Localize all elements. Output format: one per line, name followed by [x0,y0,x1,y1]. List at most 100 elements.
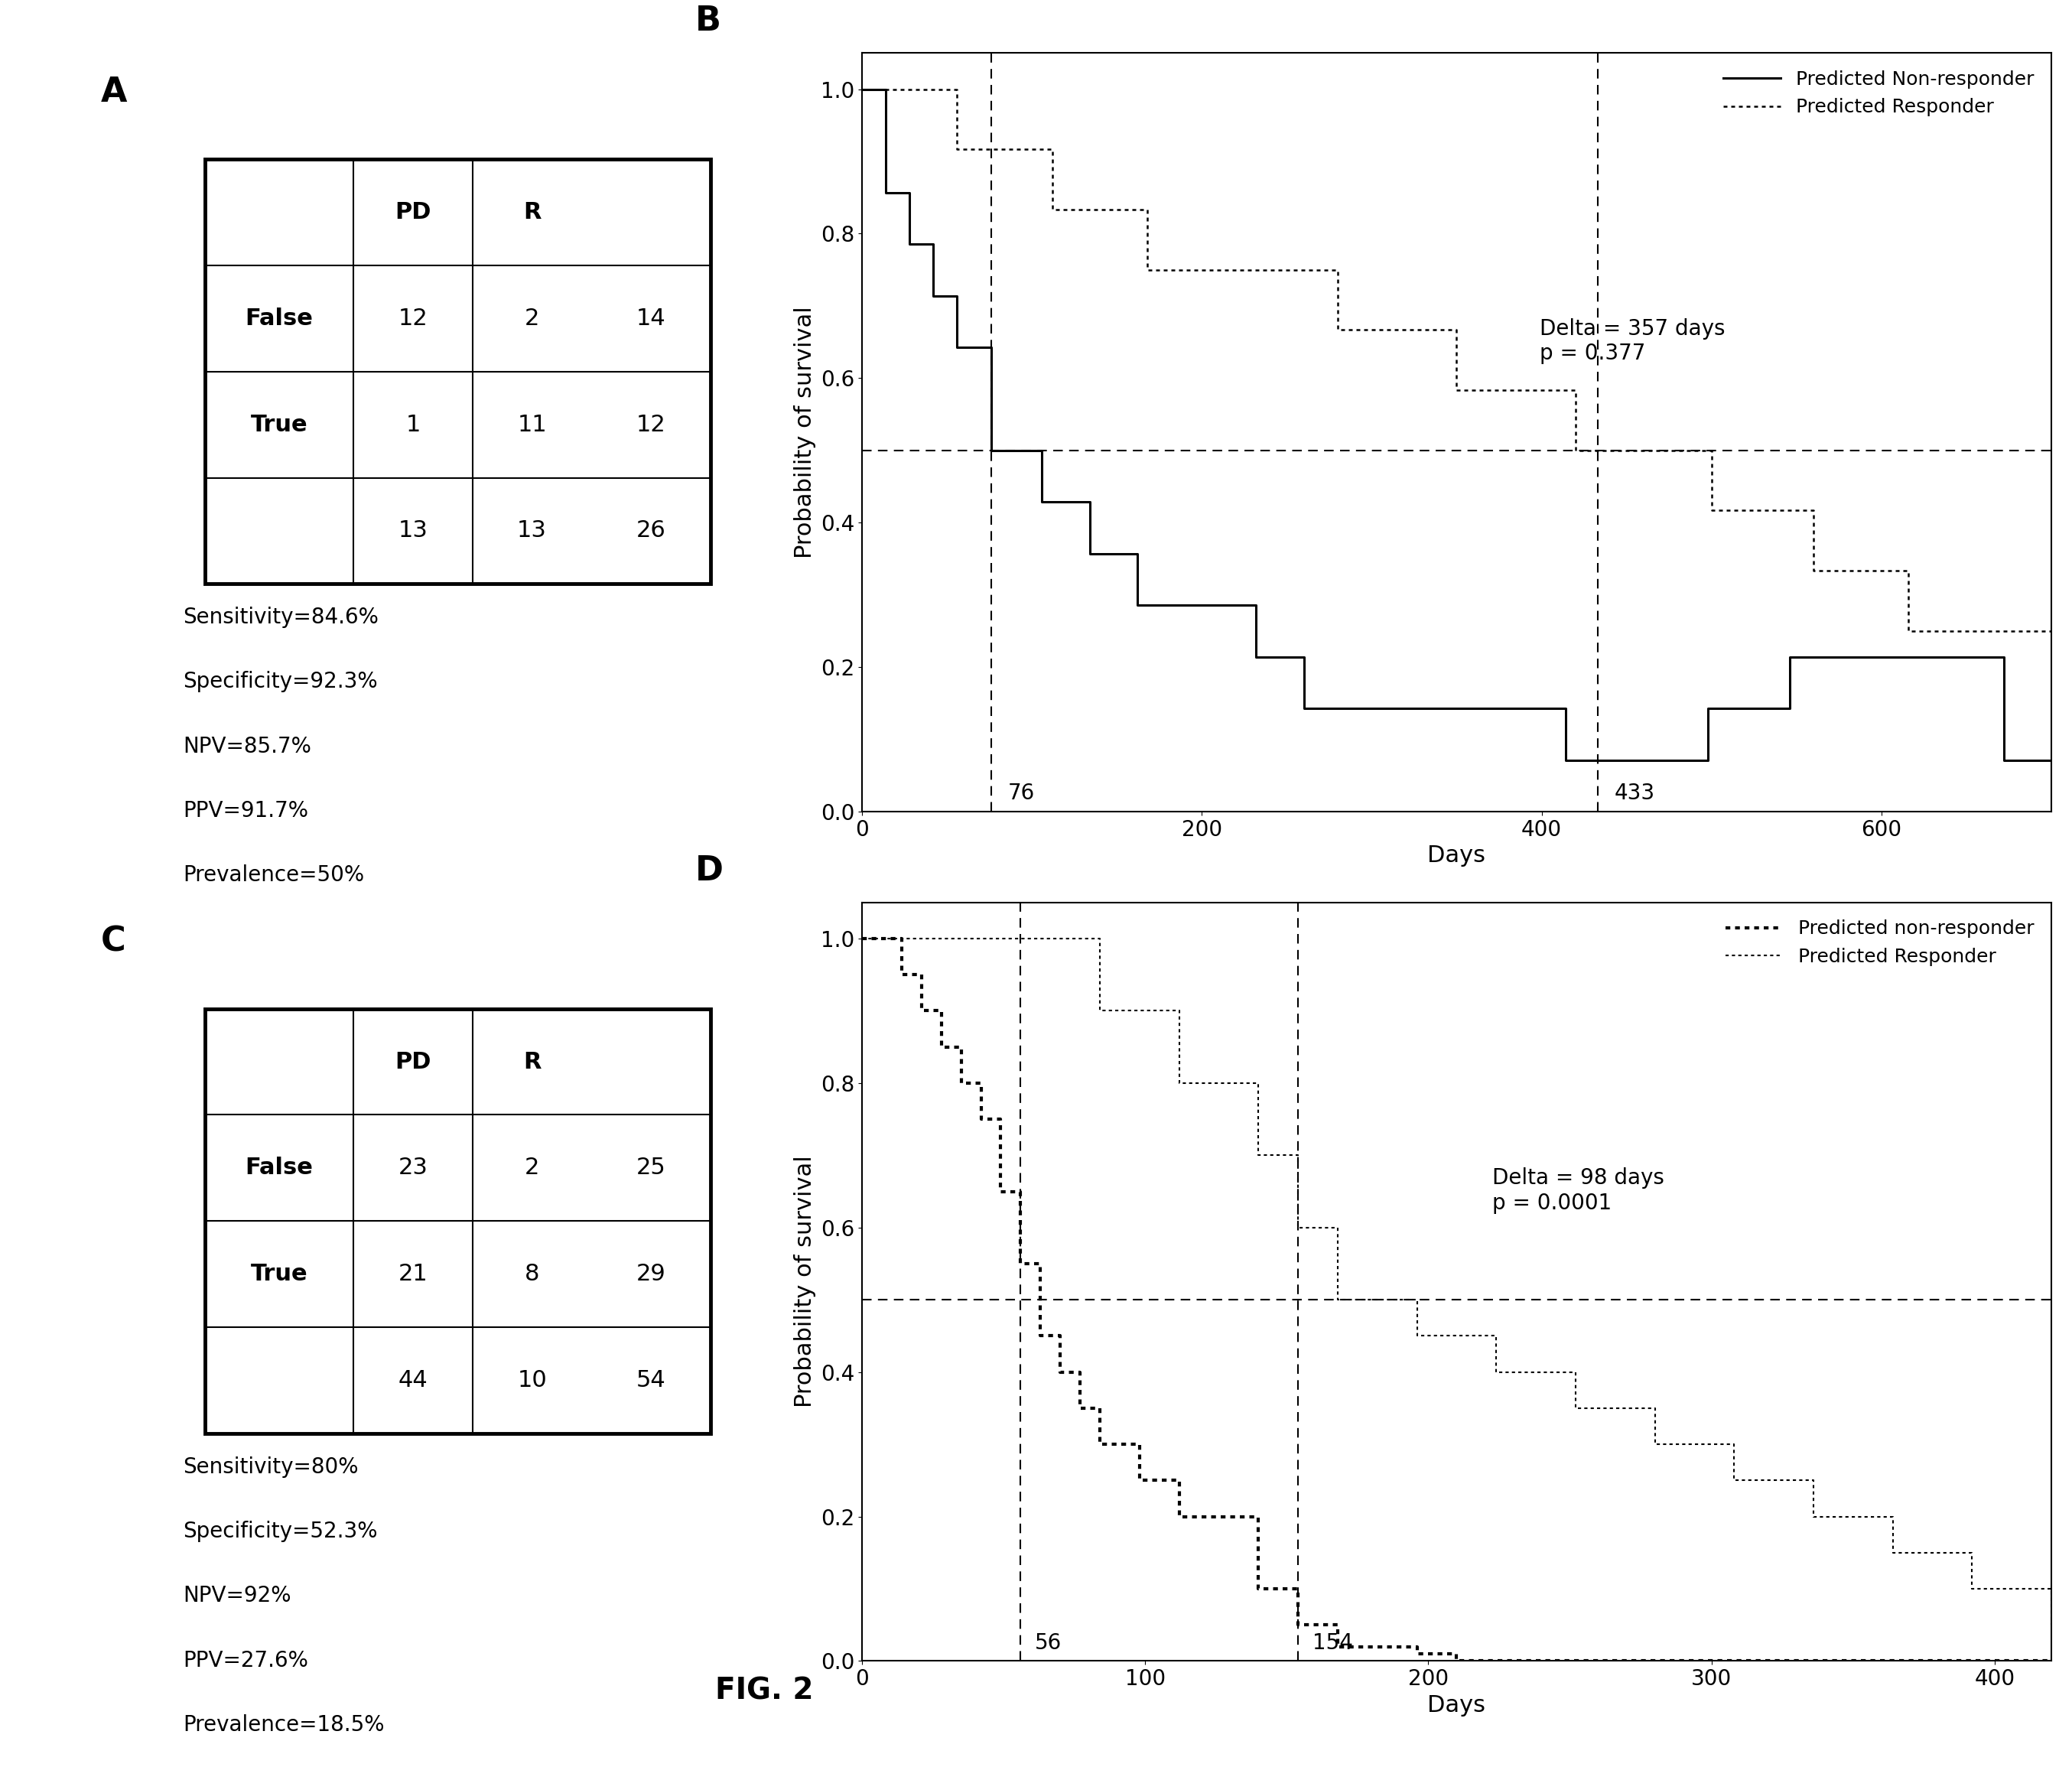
Text: Delta = 357 days
p = 0.377: Delta = 357 days p = 0.377 [1539,318,1726,364]
Predicted Responder [1326,320,1351,341]
Predicted Responder [1444,380,1469,401]
Text: 10: 10 [518,1369,547,1391]
Predicted Responder [1699,500,1724,521]
Predicted Non-responder [1552,749,1577,770]
Predicted Responder [1326,1290,1351,1311]
Text: Prevalence=50%: Prevalence=50% [182,864,365,885]
Text: PD: PD [396,201,431,223]
Text: 2: 2 [524,307,539,330]
Predicted Non-responder [2039,800,2064,822]
Predicted non-responder [889,965,914,986]
Predicted non-responder [988,1180,1013,1202]
Predicted Responder [2039,680,2064,701]
Predicted Responder [850,78,874,99]
Predicted Non-responder [897,233,922,254]
Legend: Predicted non-responder, Predicted Responder: Predicted non-responder, Predicted Respo… [1718,912,2041,974]
Predicted non-responder [1067,1398,1092,1419]
Predicted non-responder [1405,1643,1430,1665]
Text: Sensitivity=84.6%: Sensitivity=84.6% [182,606,379,627]
Predicted Responder [850,928,874,949]
Text: 25: 25 [636,1157,665,1179]
Text: 12: 12 [398,307,429,330]
Predicted non-responder [1009,1253,1034,1274]
Predicted Responder [1088,1000,1113,1021]
Predicted non-responder [1444,1650,1469,1672]
Predicted non-responder [1245,1578,1270,1599]
Y-axis label: Probability of survival: Probability of survival [794,1156,816,1408]
Text: C: C [102,926,126,958]
Predicted Responder [2039,1615,2064,1636]
Predicted Non-responder [945,336,970,357]
Predicted Responder [1245,1145,1270,1166]
Predicted Responder [1722,1470,1747,1491]
Text: 12: 12 [636,413,665,436]
Predicted Responder [1484,1361,1508,1382]
Text: 13: 13 [518,519,547,542]
Predicted non-responder [1167,1505,1191,1527]
Predicted Responder [1960,1578,1985,1599]
Predicted non-responder [1048,1361,1073,1382]
Predicted Responder [1896,620,1921,641]
Text: FIG. 2: FIG. 2 [715,1677,812,1705]
Predicted Responder [1562,440,1587,461]
Predicted Responder [1167,1073,1191,1094]
Predicted Non-responder [920,284,945,306]
Text: 26: 26 [636,519,665,542]
Predicted Non-responder [1077,542,1102,564]
Text: R: R [522,201,541,223]
Text: 11: 11 [518,413,547,436]
Predicted Non-responder [1030,491,1055,512]
Predicted Non-responder [1291,698,1316,719]
Predicted non-responder [1127,1470,1152,1491]
Predicted non-responder [928,1037,953,1058]
Predicted Responder [1009,928,1034,949]
Text: False: False [244,1157,313,1179]
Text: 433: 433 [1614,783,1656,804]
Predicted non-responder [1088,1433,1113,1454]
Predicted non-responder [1028,1325,1053,1346]
Predicted Non-responder [978,440,1003,461]
Text: PD: PD [396,1051,431,1073]
Text: Sensitivity=80%: Sensitivity=80% [182,1456,358,1477]
Text: 54: 54 [636,1369,665,1391]
X-axis label: Days: Days [1428,1695,1486,1716]
Predicted Responder [1879,1543,1904,1564]
Predicted Non-responder [1695,698,1720,719]
Predicted Non-responder [874,182,899,203]
Predicted Responder [1405,1325,1430,1346]
Text: 154: 154 [1312,1633,1353,1654]
Predicted non-responder [1326,1636,1351,1657]
Text: 56: 56 [1034,1633,1061,1654]
Text: 29: 29 [636,1263,665,1285]
Bar [205,1009,711,1433]
Text: 14: 14 [636,307,665,330]
Text: 21: 21 [398,1263,429,1285]
Predicted non-responder [850,928,874,949]
Text: 8: 8 [524,1263,539,1285]
Text: 23: 23 [398,1157,429,1179]
Text: 1: 1 [406,413,421,436]
Predicted Non-responder [1991,749,2016,770]
Line: Predicted Responder: Predicted Responder [862,938,2051,1626]
Text: PPV=91.7%: PPV=91.7% [182,800,309,822]
Text: Delta = 98 days
p = 0.0001: Delta = 98 days p = 0.0001 [1492,1168,1664,1214]
Predicted Non-responder [1243,647,1268,668]
Predicted Responder [1643,1433,1668,1454]
Predicted non-responder [1285,1615,1310,1636]
Predicted Responder [1135,260,1160,281]
Predicted Non-responder [850,78,874,99]
X-axis label: Days: Days [1428,845,1486,868]
Line: Predicted Non-responder: Predicted Non-responder [862,88,2051,811]
Text: R: R [522,1051,541,1073]
Predicted Non-responder [1125,594,1150,615]
Text: NPV=92%: NPV=92% [182,1585,290,1606]
Text: 76: 76 [1009,783,1036,804]
Predicted Responder [1562,1398,1587,1419]
Text: True: True [251,413,309,436]
Text: True: True [251,1263,309,1285]
Predicted non-responder [949,1073,974,1094]
Text: NPV=85.7%: NPV=85.7% [182,735,311,756]
Text: A: A [102,76,126,108]
Predicted non-responder [910,1000,934,1021]
Text: B: B [696,5,721,37]
